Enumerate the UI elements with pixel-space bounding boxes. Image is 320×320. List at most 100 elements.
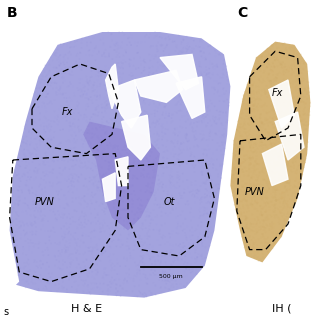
Point <box>20 218 25 223</box>
Point <box>296 87 301 92</box>
Point <box>247 128 252 133</box>
Point <box>210 165 215 171</box>
Point <box>279 109 284 115</box>
Point <box>248 157 253 163</box>
Point <box>129 197 134 202</box>
Point <box>175 285 180 290</box>
Point <box>103 246 108 252</box>
Point <box>213 131 218 136</box>
Point <box>257 97 262 102</box>
Point <box>245 247 251 252</box>
Point <box>284 99 289 104</box>
Point <box>287 132 292 137</box>
Point <box>232 178 237 183</box>
Point <box>53 233 58 238</box>
Point <box>63 249 68 254</box>
Point <box>171 183 176 188</box>
Point <box>148 234 153 239</box>
Point <box>278 164 283 169</box>
Point <box>124 49 129 54</box>
Point <box>167 235 172 240</box>
Point <box>14 197 19 202</box>
Point <box>121 58 126 63</box>
Point <box>269 164 275 169</box>
Point <box>129 43 134 48</box>
Point <box>214 157 220 162</box>
Point <box>250 221 255 227</box>
Point <box>43 63 48 68</box>
Point <box>78 238 83 243</box>
Point <box>296 116 301 121</box>
Point <box>305 140 310 145</box>
Point <box>66 276 71 282</box>
Point <box>260 195 266 200</box>
Point <box>26 203 31 208</box>
Point <box>278 192 283 197</box>
Point <box>289 164 294 170</box>
Point <box>281 200 286 205</box>
Point <box>135 176 140 181</box>
Point <box>42 104 47 109</box>
Point <box>89 286 94 292</box>
Point <box>95 247 100 252</box>
Point <box>267 50 272 55</box>
Point <box>298 128 303 133</box>
Point <box>204 152 210 157</box>
Point <box>211 198 216 203</box>
Point <box>244 223 249 228</box>
Point <box>43 162 48 167</box>
Point <box>104 118 109 124</box>
Point <box>98 160 103 165</box>
Point <box>301 127 307 132</box>
Point <box>251 246 256 251</box>
Point <box>234 171 239 176</box>
Point <box>23 232 28 237</box>
Point <box>133 135 138 140</box>
Point <box>296 125 301 131</box>
Point <box>242 89 247 94</box>
Point <box>138 210 143 215</box>
Point <box>202 119 207 124</box>
Point <box>172 132 178 137</box>
Point <box>78 50 83 55</box>
Point <box>182 190 187 196</box>
Point <box>196 234 201 239</box>
Point <box>139 221 144 226</box>
Point <box>277 100 283 105</box>
Point <box>292 57 297 62</box>
Point <box>163 116 168 121</box>
Point <box>277 200 283 205</box>
Point <box>230 172 235 178</box>
Point <box>275 214 280 220</box>
Point <box>290 117 295 122</box>
Point <box>130 176 135 181</box>
Point <box>238 143 244 148</box>
Point <box>39 197 44 202</box>
Point <box>60 127 66 132</box>
Point <box>263 203 268 208</box>
Point <box>195 255 200 260</box>
Point <box>270 80 275 85</box>
Point <box>159 223 164 228</box>
Point <box>60 75 65 80</box>
Point <box>208 201 213 206</box>
Point <box>254 117 259 122</box>
Point <box>89 193 94 198</box>
Point <box>156 133 162 138</box>
Point <box>100 155 105 160</box>
Point <box>261 228 266 233</box>
Point <box>265 60 270 65</box>
Point <box>289 108 294 113</box>
Point <box>64 60 69 65</box>
Point <box>266 72 271 77</box>
Point <box>284 141 289 146</box>
Point <box>292 100 298 105</box>
Point <box>119 121 124 126</box>
Point <box>288 209 293 214</box>
Point <box>24 268 29 274</box>
Point <box>257 204 262 209</box>
Point <box>84 213 89 218</box>
Point <box>254 249 260 254</box>
Point <box>102 266 107 271</box>
Point <box>48 99 53 104</box>
